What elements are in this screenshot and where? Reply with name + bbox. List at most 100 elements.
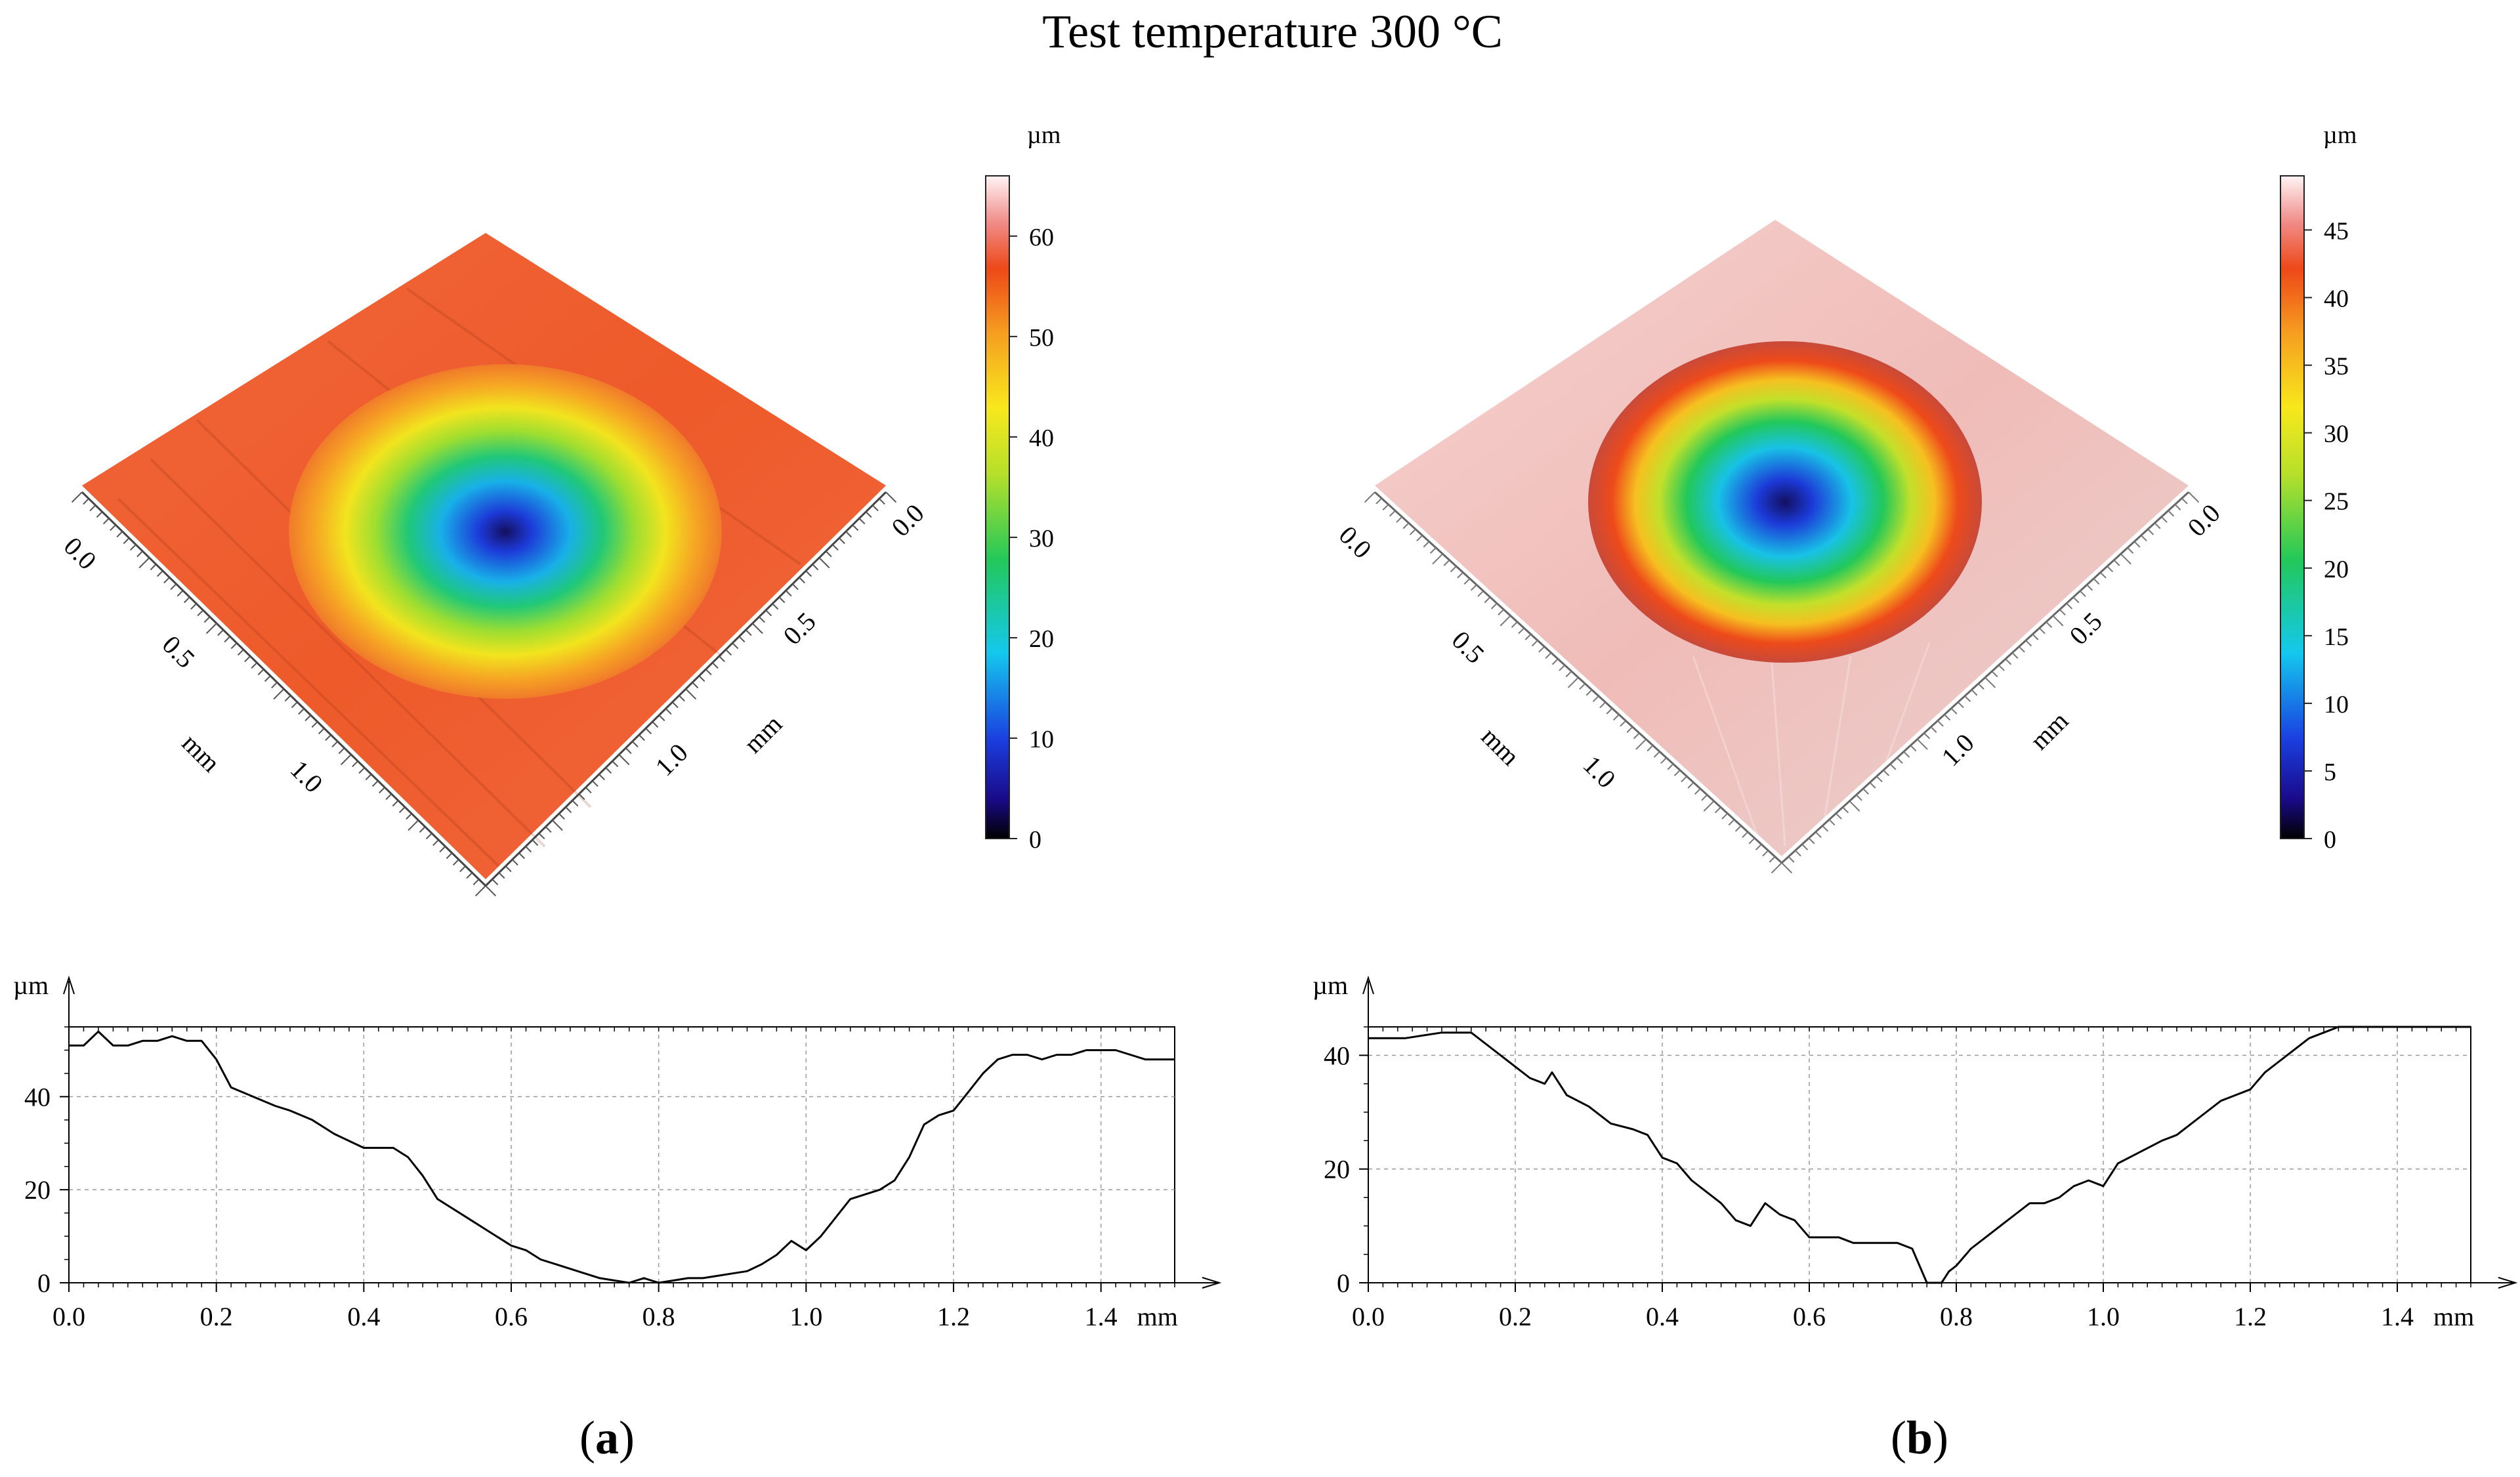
profile-xtick-label: 0.2 — [1499, 1302, 1532, 1331]
surface-tick-mark — [879, 498, 885, 505]
surface-tick-mark — [1977, 683, 1984, 690]
surface-tick-mark — [1964, 696, 1971, 702]
surface-tick-mark — [190, 603, 197, 610]
surface-tick-mark — [498, 872, 505, 879]
surface-tick-mark — [237, 649, 244, 656]
surface-tick-mark — [538, 833, 545, 840]
surface-tick-mark — [2046, 621, 2053, 628]
surface-tick-mark — [511, 859, 518, 866]
surface-tick-mark — [1923, 732, 1931, 739]
surface-tick-mark — [244, 655, 251, 663]
surface-tick-mark — [325, 734, 331, 741]
surface-tick-mark — [711, 662, 719, 669]
surface-tick-mark — [2052, 615, 2064, 627]
surface-tick-mark — [1849, 801, 1860, 812]
surface-tick-mark — [865, 511, 872, 518]
surface-tick-mark — [298, 708, 304, 715]
surface-tick-mark — [1484, 596, 1491, 604]
surface-tick-mark — [1660, 757, 1668, 764]
profile-xtick-label: 0.6 — [1793, 1302, 1826, 1331]
surface-tick-mark — [2154, 522, 2161, 530]
profile-xtick-label: 1.2 — [937, 1302, 970, 1331]
surface-tick-mark — [759, 616, 765, 623]
colorbar-tick-label: 20 — [1029, 625, 1054, 653]
surface-tick-mark — [83, 498, 89, 505]
surface-tick-mark — [1653, 751, 1660, 758]
surface-tick-mark — [406, 813, 412, 820]
surface-tick-mark — [845, 531, 852, 538]
surface-tick-mark — [251, 662, 258, 669]
profile-xtick-label: 0.8 — [642, 1302, 675, 1331]
surface-tick-mark — [1402, 522, 1410, 530]
colorbar-a-ticks: 0 10 20 30 40 50 60 — [1009, 224, 1054, 854]
colorbar-a-bar — [985, 175, 1010, 839]
profile-xtick-label: 1.0 — [2087, 1302, 2120, 1331]
surface-tick-mark — [1667, 763, 1674, 770]
surface-tick-mark — [1443, 559, 1450, 566]
surface-tick-mark — [1930, 726, 1937, 733]
profile-ytick-label: 0 — [1337, 1268, 1350, 1298]
colorbar-tick-label: 10 — [1029, 726, 1054, 753]
surface-tick-mark — [102, 518, 110, 525]
surface-tick-mark — [224, 636, 231, 643]
surface-tick-mark — [284, 695, 291, 702]
surface-tick-mark — [1998, 664, 2005, 671]
surface-tick-mark — [273, 688, 285, 700]
surface-tick-mark — [331, 741, 339, 748]
profile-xtick-label: 0.4 — [1646, 1302, 1679, 1331]
profile-xtick-label: 0.0 — [52, 1302, 85, 1331]
surface-tick-mark — [472, 879, 480, 886]
surface-tick-mark — [1889, 763, 1897, 770]
colorbar-tick-label: 25 — [2324, 488, 2349, 516]
surface-axis-unit-right-b: mm — [2025, 706, 2074, 756]
surface-tick-mark — [138, 557, 150, 569]
surface-tick-mark — [791, 583, 799, 591]
surface-tick-mark — [1524, 633, 1532, 640]
surface-tick-mark — [1896, 757, 1903, 764]
surface-tick-mark — [2188, 491, 2200, 503]
surface-tick-mark — [432, 839, 439, 846]
surface-tick-mark — [304, 715, 312, 722]
surface-tick-mark — [2032, 633, 2039, 640]
surface-tick-mark — [474, 885, 486, 897]
surface-tick-left-a-1: 0.5 — [157, 630, 201, 674]
surface-tick-mark — [203, 616, 211, 623]
surface-tick-mark — [1531, 640, 1538, 647]
surface-tick-mark — [1771, 862, 1782, 874]
colorbar-tick-label: 15 — [2324, 623, 2349, 651]
profile-series-line — [1368, 1026, 2471, 1284]
surface-tick-left-a-0: 0.0 — [58, 531, 102, 575]
caption-a: (a) — [579, 1411, 635, 1464]
surface-axis-unit-left-b: mm — [1476, 722, 1526, 772]
surface-tick-mark — [1450, 566, 1457, 573]
surface-tick-mark — [1511, 621, 1518, 628]
surface-tick-mark — [799, 577, 805, 584]
profile-ytick-label: 20 — [1324, 1155, 1350, 1184]
surface-tick-mark — [639, 734, 645, 741]
surface-tick-mark — [1626, 726, 1633, 733]
surface-tick-mark — [885, 491, 897, 503]
surface-tick-mark — [446, 852, 453, 860]
profile-chart-b: 0.0 0.2 0.4 0.6 0.8 1.0 1.2 1.4 mm 0 20 40 µm — [1312, 970, 2518, 1331]
surface-tick-right-b-1: 0.5 — [2064, 606, 2108, 650]
surface-tick-mark — [551, 820, 563, 831]
surface-tick-mark — [183, 596, 190, 604]
surface-tick-mark — [812, 564, 819, 571]
profile-frame — [1368, 1026, 2471, 1283]
surface-tick-mark — [365, 774, 372, 781]
surface-tick-mark — [1606, 707, 1613, 715]
surface-tick-mark — [1903, 751, 1910, 758]
surface-tick-mark — [1694, 788, 1701, 795]
profile-xtick-label: 0.2 — [200, 1302, 233, 1331]
surface-tick-mark — [605, 767, 612, 774]
surface-tick-mark — [2018, 646, 2025, 653]
profile-ytick-label: 40 — [24, 1082, 51, 1112]
profile-xtick-label: 0.6 — [495, 1302, 528, 1331]
surface-tick-mark — [271, 682, 278, 689]
surface-tick-left-b-0: 0.0 — [1334, 520, 1377, 564]
surface-texture-b — [1692, 642, 1931, 847]
surface-tick-mark — [398, 806, 406, 814]
surface-tick-left-b-2: 1.0 — [1578, 750, 1622, 794]
surface-tick-mark — [658, 715, 665, 722]
